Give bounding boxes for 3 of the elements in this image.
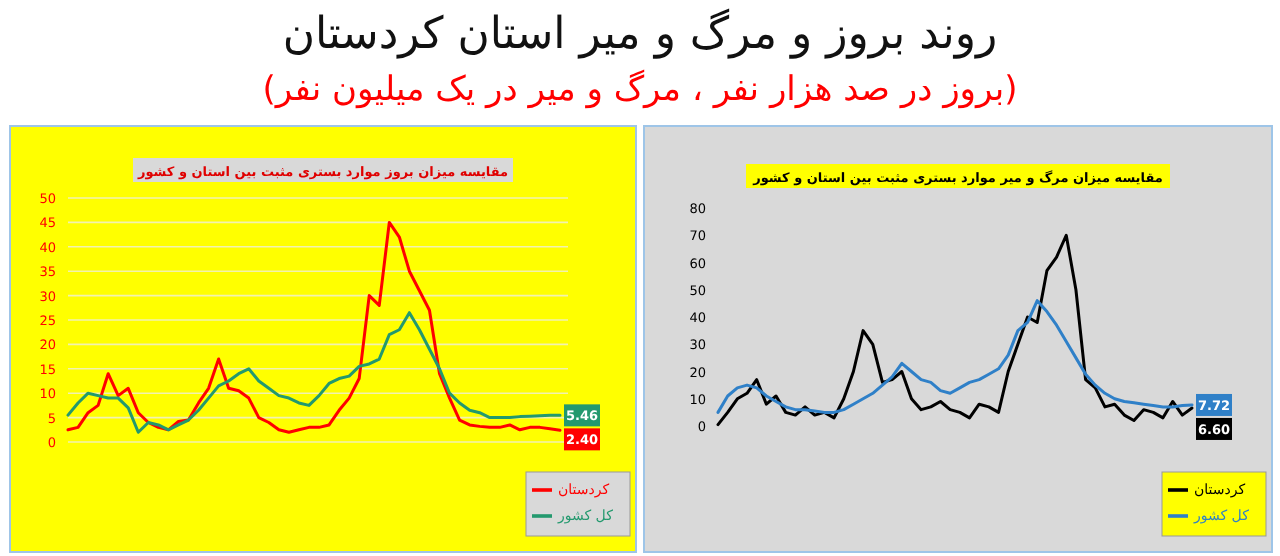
line-series <box>716 233 1194 427</box>
text: روند بروز و مرگ و میر استان کردستان <box>282 8 998 60</box>
text: (بروز در صد هزار نفر ، مرگ و میر در یک میلیون نفر) <box>262 68 1018 110</box>
